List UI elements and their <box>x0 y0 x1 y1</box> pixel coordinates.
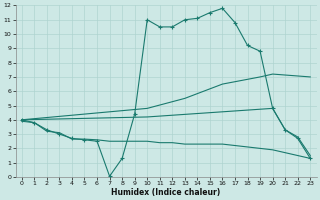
X-axis label: Humidex (Indice chaleur): Humidex (Indice chaleur) <box>111 188 221 197</box>
